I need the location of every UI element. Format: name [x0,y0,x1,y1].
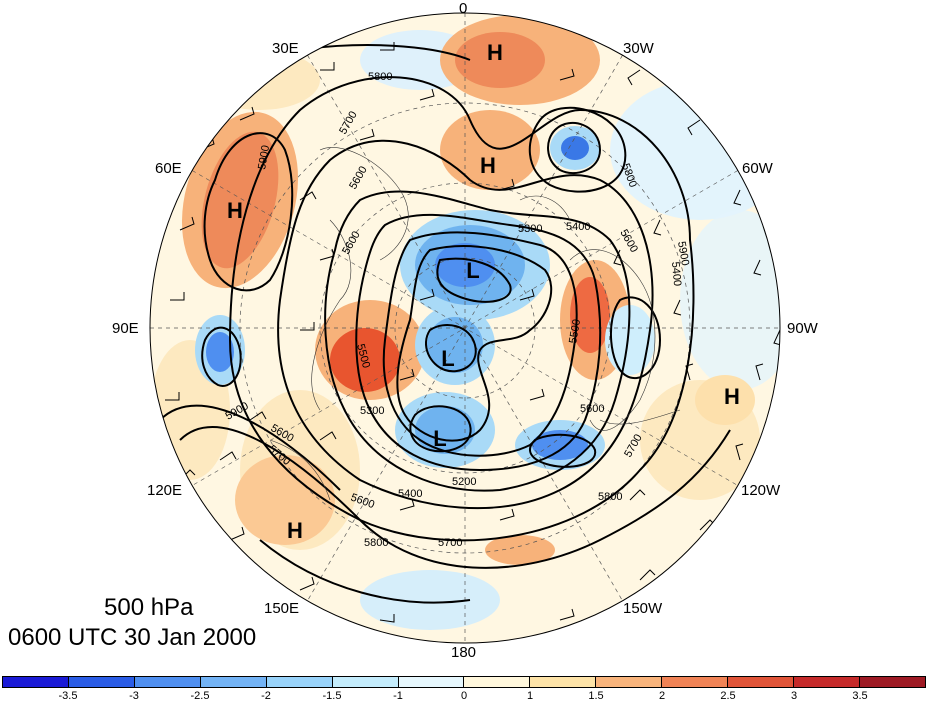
coastlines [269,147,681,501]
contour-label: 5200 [452,476,476,488]
lon-label-180: 180 [451,644,477,661]
lon-label-30e: 30E [272,40,299,57]
contour-label: 5400 [398,488,422,500]
high-pressure-marker: H [227,198,243,223]
high-pressure-marker: H [287,518,303,543]
contour-label: 5800 [364,537,388,549]
color-scale-tick-label: -1.5 [322,690,342,702]
color-scale-tick-label: 2.5 [720,690,736,702]
color-scale-cell [530,677,597,687]
color-scale-cell [134,677,201,687]
contour-label: 5800 [598,491,622,503]
high-pressure-marker: H [480,153,496,178]
datetime-title: 0600 UTC 30 Jan 2000 [8,624,257,651]
high-pressure-marker: H [487,40,503,65]
high-pressure-marker: H [724,384,740,409]
color-scale-cell [859,677,925,687]
contour-label: 5300 [360,405,384,417]
color-scale-cell [398,677,465,687]
color-scale-cell [728,677,795,687]
lon-label-90w: 90W [787,320,818,337]
lon-label-30w: 30W [623,40,654,57]
height-contours [159,44,731,604]
color-scale-cell [464,677,531,687]
contour-label: 5700 [438,537,462,549]
contour-label: 5800 [368,71,392,83]
color-scale-bar [2,676,926,688]
color-scale-tick-label: -3.5 [58,690,78,702]
color-scale-tick-label: 2 [658,690,666,702]
pressure-level-title: 500 hPa [104,594,194,621]
contour-label: 5900 [256,144,272,170]
lon-label-60e: 60E [155,160,182,177]
color-scale-tick-label: -2.5 [190,690,210,702]
color-scale-tick-label: 0 [460,690,468,702]
map-border [149,12,781,644]
wind-barbs [165,42,780,623]
color-scale-tick-label: -2 [261,690,271,702]
color-scale-cell [200,677,267,687]
lon-label-150w: 150W [623,600,663,617]
color-scale-tick-label: -1 [393,690,403,702]
lon-label-150e: 150E [264,600,300,617]
color-scale-cell [266,677,333,687]
color-scale-tick-label: 3 [790,690,798,702]
contour-label: 5400 [566,221,590,233]
pressure-centers: H H H H H L L L [227,40,740,543]
color-scale-tick-label: 3.5 [852,690,868,702]
contour-label: 5500 [567,318,583,344]
contour-label: 5900 [675,240,691,266]
contour-labels: 5800 5700 5900 5600 5300 5400 5600 5800 … [224,71,692,549]
contour-label: 5400 [669,261,683,286]
low-pressure-marker: L [441,346,454,371]
color-scale-tick-label: 1 [526,690,534,702]
lon-label-60w: 60W [742,160,773,177]
graticule [150,13,780,643]
lon-label-0: 0 [459,0,468,17]
color-scale-cell [332,677,399,687]
color-scale-cell [68,677,135,687]
color-scale-cell [596,677,663,687]
color-scale-tick-label: -3 [129,690,139,702]
color-scale-cell [662,677,729,687]
color-scale-tick-label: 1.5 [588,690,604,702]
low-pressure-marker: L [466,258,479,283]
contour-label: 5300 [518,223,542,235]
low-pressure-marker: L [433,426,446,451]
lon-label-120w: 120W [741,482,781,499]
contour-label: 5600 [580,403,604,415]
lon-label-90e: 90E [112,320,139,337]
color-scale-cell [794,677,860,687]
color-scale-cell [3,677,69,687]
lon-label-120e: 120E [147,482,183,499]
